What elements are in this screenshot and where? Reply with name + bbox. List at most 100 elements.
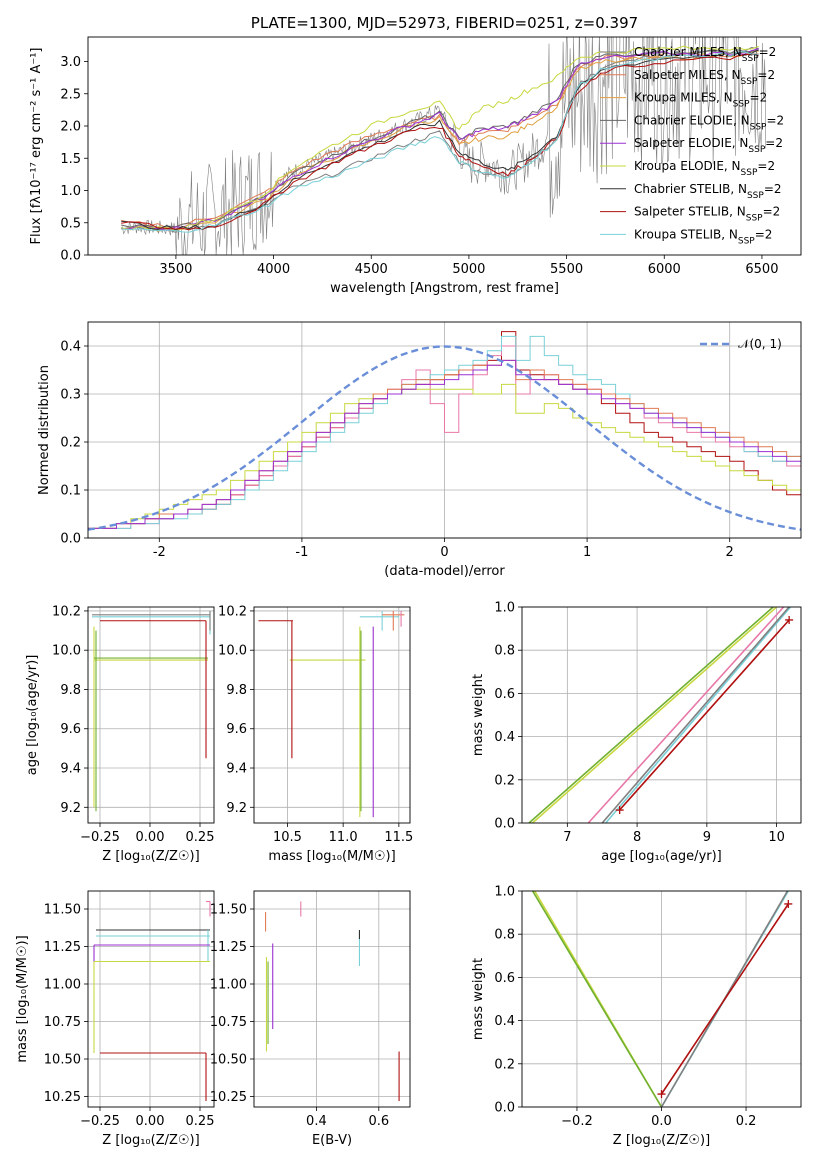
legend-label-tail: =2 (750, 91, 768, 105)
legend-label-main: Chabrier MILES, N (634, 45, 742, 59)
legend-label-main: Salpeter MILES, N (634, 68, 741, 82)
y-tick-label: 9.2 (226, 801, 247, 816)
legend-label: Salpeter STELIB, NSSP=2 (634, 205, 780, 224)
y-tick-label: 3.0 (60, 55, 81, 70)
x-tick-label: 7 (563, 830, 571, 845)
legend-label-sub: SSP (750, 122, 767, 132)
mass-weight-line (619, 619, 790, 811)
axes-frame (253, 606, 411, 824)
y-tick-label: 1.0 (60, 184, 81, 199)
y-tick-label: 0.2 (494, 1057, 515, 1072)
legend-label: Chabrier ELODIE, NSSP=2 (634, 113, 784, 132)
mass-weight-line (660, 903, 789, 1095)
y-axis-label: mass weight (471, 674, 486, 756)
y-axis-label: Flux [fλ10⁻¹⁷ erg cm⁻² s⁻¹ A⁻¹] (29, 48, 44, 245)
mass-weight-line (531, 607, 778, 823)
axes-frame (87, 606, 215, 824)
plus-marker (784, 899, 793, 908)
y-tick-label: 10.75 (44, 1015, 81, 1030)
x-axis-label: E(B-V) (312, 1133, 352, 1148)
x-axis-label: (data-model)/error (384, 564, 505, 579)
legend-label: Chabrier MILES, NSSP=2 (634, 45, 776, 64)
legend-label: Kroupa MILES, NSSP=2 (634, 91, 767, 110)
legend-label: Kroupa STELIB, NSSP=2 (634, 227, 772, 246)
legend-label-main: Kroupa STELIB, N (634, 227, 738, 241)
model-spectrum-line (121, 53, 759, 231)
x-tick-label: 5500 (550, 262, 583, 277)
model-spectrum-line (121, 48, 759, 231)
legend-label-sub: SSP (738, 236, 755, 246)
x-tick-label: -2 (153, 545, 166, 560)
panel-7: 0.4 0.6 10.25 10.50 10.75 11.00 11.25 11.50 E(B-… (210, 890, 411, 1148)
axes-frame (521, 606, 802, 824)
legend-label-tail: =2 (759, 45, 777, 59)
y-tick-label: 0.4 (60, 340, 81, 355)
legend-label-main: Kroupa MILES, N (634, 91, 733, 105)
y-tick-label: 9.6 (226, 722, 247, 737)
y-tick-label: 9.6 (60, 722, 81, 737)
x-tick-label: 1 (583, 545, 591, 560)
data-spectrum-line (120, 37, 767, 255)
y-tick-label: 0.0 (60, 532, 81, 547)
legend-label-tail: =2 (765, 136, 783, 150)
axes-frame (253, 890, 411, 1108)
y-tick-label: 9.8 (226, 683, 247, 698)
plot-area (120, 37, 767, 255)
histogram-step-line (88, 383, 801, 529)
plot-area (531, 891, 793, 1107)
plus-marker (615, 806, 624, 815)
x-tick-label: 0.00 (136, 1114, 165, 1129)
x-tick-label: 0.4 (306, 1114, 327, 1129)
y-axis-label: mass [log₁₀(M/M☉)] (15, 935, 30, 1062)
y-tick-label: 0.1 (60, 484, 81, 499)
x-tick-label: 3500 (159, 262, 192, 277)
x-tick-label: 5000 (452, 262, 485, 277)
legend-label-tail: =2 (757, 68, 775, 82)
x-tick-label: 0 (440, 545, 448, 560)
y-tick-label: 0.0 (494, 1101, 515, 1116)
y-tick-label: 10.2 (52, 604, 81, 619)
y-tick-label: 11.50 (210, 903, 247, 918)
y-tick-label: 1.0 (494, 601, 515, 616)
chart-title: PLATE=1300, MJD=52973, FIBERID=0251, z=0… (251, 14, 638, 32)
legend-label: 𝒩(0, 1) (738, 337, 782, 351)
y-tick-label: 11.00 (44, 978, 81, 993)
x-axis-label: Z [log₁₀(Z/Z☉)] (613, 1133, 710, 1148)
y-axis-label: age [log₁₀(age/yr)] (25, 655, 40, 776)
y-tick-label: 1.0 (494, 885, 515, 900)
legend-label-main: Chabrier STELIB, N (634, 182, 747, 196)
panel-1: 3500 4000 4500 5000 5500 6000 6500 0.0 0.5 1.0 1.5… (29, 14, 802, 296)
legend-label-tail: =2 (764, 182, 782, 196)
plot-area (264, 901, 400, 1101)
axes-frame (87, 890, 215, 1108)
legend-label-tail: =2 (766, 113, 784, 127)
x-tick-label: 0.6 (368, 1114, 389, 1129)
mass-weight-line (528, 607, 774, 823)
panel-6: −0.25 0.00 0.25 10.25 10.50 10.75 11.00 11.25 11… (15, 890, 215, 1148)
model-spectrum-line (121, 48, 759, 230)
panel-4: 10.5 11.0 11.5 9.2 9.4 9.6 9.8 10.0 10.2 mass [lo… (218, 604, 413, 864)
y-tick-label: 10.50 (210, 1053, 247, 1068)
y-tick-label: 10.2 (218, 604, 247, 619)
legend-label-main: Chabrier ELODIE, N (634, 113, 750, 127)
axes-frame (521, 890, 802, 1108)
y-axis-label: Normed distribution (37, 365, 52, 495)
x-tick-label: 11.0 (329, 830, 358, 845)
legend-label: Kroupa ELODIE, NSSP=2 (634, 159, 775, 178)
y-tick-label: 0.8 (494, 928, 515, 943)
x-tick-label: 0.25 (186, 830, 215, 845)
y-tick-label: 2.0 (60, 120, 81, 135)
x-tick-label: 9 (703, 830, 711, 845)
x-tick-label: −0.25 (80, 830, 120, 845)
mass-weight-line (605, 607, 792, 823)
plus-marker (785, 615, 794, 624)
y-tick-label: 0.2 (494, 773, 515, 788)
y-tick-label: 10.75 (210, 1015, 247, 1030)
legend-label: Salpeter ELODIE, NSSP=2 (634, 136, 783, 155)
legend-label-sub: SSP (741, 168, 758, 178)
x-tick-label: 0.25 (186, 1114, 215, 1129)
x-tick-label: 10 (768, 830, 785, 845)
y-tick-label: 11.50 (44, 903, 81, 918)
